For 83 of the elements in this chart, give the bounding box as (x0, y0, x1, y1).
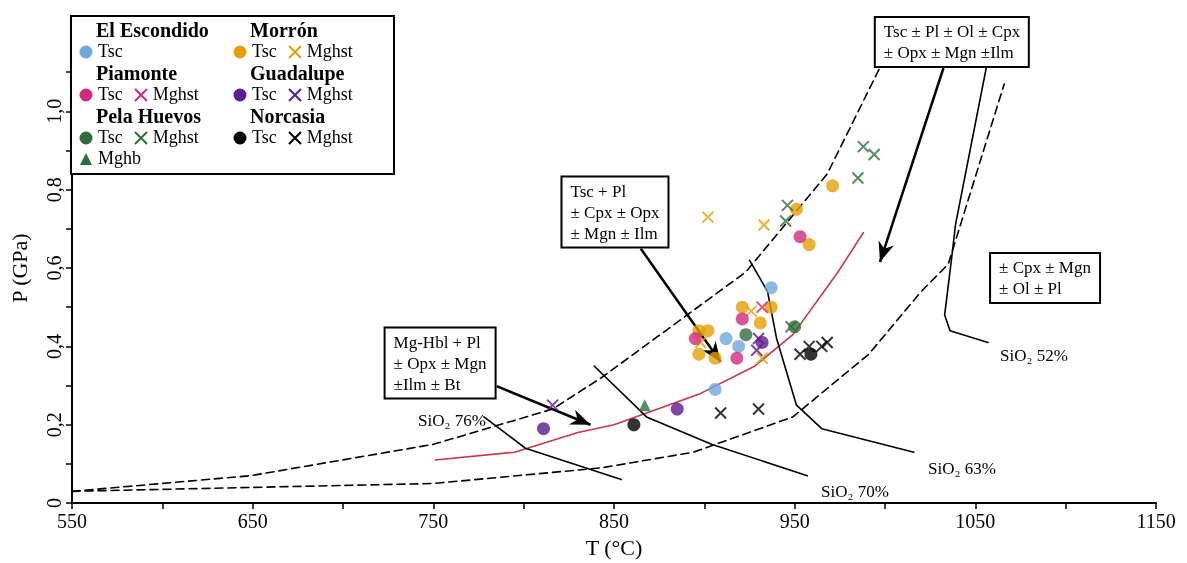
point (694, 335, 708, 349)
point (753, 316, 767, 330)
x-tick-label: 550 (57, 510, 87, 533)
point (802, 339, 816, 353)
point (804, 347, 818, 361)
point (708, 383, 722, 396)
point (735, 312, 749, 326)
legend-label: Mghst (306, 84, 353, 105)
point (755, 351, 769, 365)
legend-label: Tsc (98, 84, 123, 105)
point (802, 238, 816, 252)
point (815, 339, 829, 353)
annotation: El Escondido (95, 19, 210, 41)
point (780, 198, 794, 212)
point (867, 147, 881, 161)
point (537, 422, 551, 436)
point (638, 399, 651, 412)
annotation: ± Cpx ± Mgn ± Ol ± Pl (989, 252, 1101, 304)
point (546, 398, 560, 412)
x-tick-label: 650 (237, 510, 268, 533)
annotation: SiO₂ 52% (1000, 344, 1068, 366)
y-tick-label: 1,0 (43, 98, 65, 124)
point (627, 418, 641, 432)
point (851, 171, 865, 185)
point (764, 281, 778, 295)
point (670, 402, 684, 416)
point (701, 324, 715, 338)
annotation: Mg-Hbl + Pl ± Opx ± Mgn ±Ilm ± Bt (383, 326, 497, 400)
point (730, 351, 744, 365)
x-tick-label: 850 (599, 510, 629, 533)
point (856, 140, 870, 154)
legend-label: Mghst (152, 84, 199, 105)
x-tick-label: 1050 (955, 510, 996, 533)
y-tick-label: 0,6 (43, 255, 65, 281)
annotation: Pela Huevos (95, 105, 202, 127)
point (789, 202, 803, 216)
point (701, 210, 715, 224)
annotation: SiO₂ 70% (821, 480, 889, 502)
legend-label: Tsc (98, 127, 123, 148)
point (739, 328, 753, 342)
y-tick-label: 0,4 (43, 333, 65, 359)
annotation: Piamonte (95, 62, 179, 84)
x-tick-label: 1150 (1136, 510, 1176, 533)
point (793, 230, 807, 244)
legend-label: Tsc (252, 84, 277, 105)
point (708, 351, 722, 365)
point (688, 332, 702, 346)
y-tick-label: 0,2 (43, 412, 65, 438)
x-tick-label: 950 (779, 510, 810, 533)
annotation: Tsc ± Pl ± Ol ± Cpx ± Opx ± Mgn ±Ilm (873, 16, 1031, 68)
point (744, 304, 758, 318)
point (826, 179, 840, 193)
point (719, 332, 733, 346)
point (752, 402, 766, 416)
annotation: Tsc + Pl ± Cpx ± Opx ± Mgn ± Ilm (560, 175, 670, 249)
point (793, 347, 807, 361)
annotation: Guadalupe (249, 62, 346, 84)
y-tick-label: 0,8 (43, 177, 65, 203)
legend-label: Mghst (152, 127, 199, 148)
point (755, 300, 769, 314)
legend-label: Tsc (252, 41, 277, 62)
point (784, 320, 798, 334)
x-axis-title: T (°C) (585, 534, 643, 560)
line-series (593, 365, 809, 477)
y-axis-title: P (GPa) (6, 233, 32, 303)
point (757, 218, 771, 232)
annotation: SiO₂ 63% (928, 457, 996, 479)
legend-label: Mghst (306, 41, 353, 62)
point (820, 335, 834, 349)
point (732, 339, 746, 353)
y-tick-label: 0 (43, 498, 65, 509)
point (764, 300, 778, 314)
point (714, 406, 728, 420)
x-tick-label: 750 (418, 510, 449, 533)
point (779, 214, 793, 228)
annotation: SiO₂ 76% (418, 409, 486, 431)
legend-label: Tsc (98, 41, 123, 62)
annotation: Norcasia (249, 105, 327, 127)
annotation: Morrón (249, 19, 319, 41)
point (692, 347, 706, 361)
legend-label: Tsc (252, 127, 277, 148)
legend-label: Mghst (306, 127, 353, 148)
legend-label: Mghb (98, 148, 142, 169)
